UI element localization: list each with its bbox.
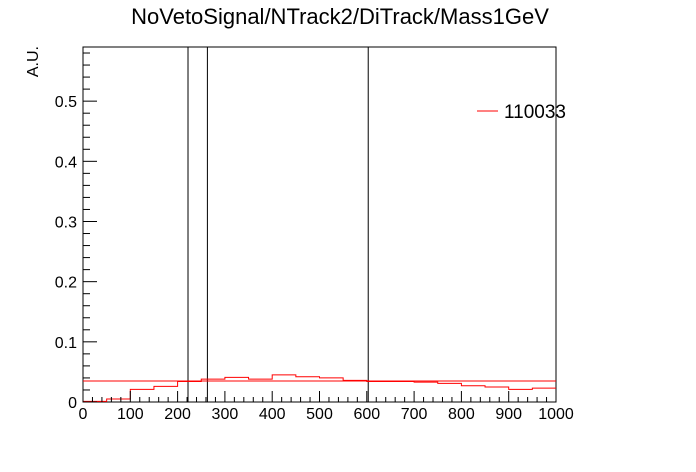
legend: 110033 [477,102,566,123]
reference-lines [83,47,556,402]
y-tick-label: 0.4 [55,154,77,171]
axis-ticks: 0 100 200 300 400 500 600 700 800 900 1000 0 0.1 0.2 0… [55,52,574,423]
x-tick-label: 100 [117,406,144,423]
x-tick-label: 900 [495,406,522,423]
x-tick-label: 600 [353,406,380,423]
chart-title: NoVetoSignal/NTrack2/DiTrack/Mass1GeV [131,4,549,29]
y-tick-label: 0 [68,395,77,412]
x-tick-label: 500 [306,406,333,423]
y-tick-label: 0.5 [55,94,77,111]
x-tick-label: 800 [448,406,475,423]
y-tick-label: 0.1 [55,335,77,352]
plot-area-border [82,46,557,403]
y-axis-label: A.U. [25,46,42,77]
y-tick-label: 0.2 [55,275,77,292]
x-tick-label: 0 [79,406,88,423]
x-tick-label: 700 [401,406,428,423]
series-layer [82,374,556,402]
x-tick-label: 300 [212,406,239,423]
x-tick-label: 200 [164,406,191,423]
legend-entry-label: 110033 [504,102,566,123]
plot-frame [82,46,557,403]
y-tick-label: 0.3 [55,214,77,231]
x-tick-label: 1000 [538,406,574,423]
histogram-series-line [82,374,556,402]
x-tick-label: 400 [259,406,286,423]
